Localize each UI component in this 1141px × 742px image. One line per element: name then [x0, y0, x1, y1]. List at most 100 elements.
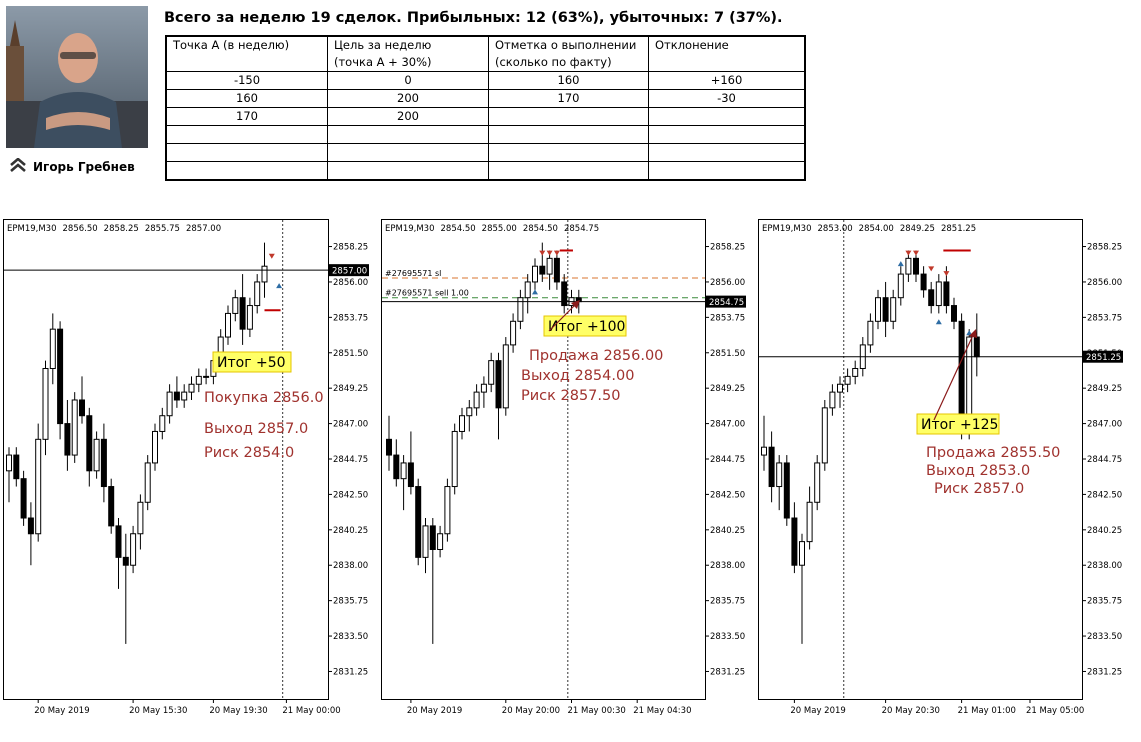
- y-tick-label: 2842.50: [333, 490, 368, 500]
- candle: [852, 360, 859, 385]
- candle: [890, 289, 897, 330]
- y-tick-label: 2844.75: [1087, 455, 1122, 465]
- candle-body: [480, 383, 487, 393]
- y-tick-label: 2838.00: [710, 561, 745, 571]
- candle-body: [42, 368, 49, 440]
- candle-body: [144, 462, 151, 503]
- table-cell: +160: [648, 71, 806, 90]
- candle-body: [829, 391, 836, 409]
- x-tick-label: 20 May 20:00: [502, 706, 560, 716]
- candle-body: [429, 525, 436, 550]
- candle-body: [951, 305, 957, 322]
- chart-symbol: EPM19,M30: [385, 224, 435, 234]
- candle: [415, 478, 422, 566]
- plan-table: Точка А (в неделю) Цель за неделю (точка А…: [165, 35, 806, 181]
- candle: [951, 297, 957, 330]
- sell-signal-arrow-icon: [546, 250, 553, 256]
- candle: [814, 455, 821, 511]
- y-tick-label: 2833.50: [710, 632, 745, 642]
- candle-body: [422, 525, 429, 558]
- table-cell: 170: [488, 89, 649, 108]
- candle-body: [532, 265, 538, 283]
- chart-header-price: 2856.50: [63, 224, 98, 234]
- candle-body: [761, 446, 767, 456]
- chart-header-price: 2855.00: [482, 224, 517, 234]
- result-label: Итог +125: [921, 417, 998, 433]
- candle: [473, 384, 480, 416]
- candle-body: [561, 281, 568, 307]
- candle: [488, 352, 495, 393]
- candle: [799, 533, 805, 644]
- trade-note: Риск 2857.0: [934, 481, 1024, 497]
- candle: [93, 431, 100, 479]
- candle-body: [539, 265, 546, 275]
- table-row: -150 0 160 +160: [165, 71, 806, 90]
- candle-body: [768, 446, 775, 488]
- candle: [553, 250, 560, 290]
- author-avatar: [6, 6, 148, 148]
- chart-header: EPM19,M30 2853.00 2854.00 2849.25 2851.25: [762, 224, 976, 234]
- chart-header-price: 2854.50: [441, 224, 476, 234]
- trade-note: Риск 2854.0: [204, 445, 294, 461]
- candle: [422, 518, 429, 574]
- candle-body: [791, 517, 798, 566]
- result-label: Итог +50: [217, 355, 286, 371]
- candle-body: [188, 383, 195, 393]
- candle: [882, 281, 889, 338]
- chart-panel-3: EPM19,M30 2853.00 2854.00 2849.25 2851.25 285…: [758, 219, 1123, 716]
- candle: [510, 313, 517, 353]
- candle: [42, 360, 49, 456]
- table-header-text: (сколько по факту): [495, 55, 612, 69]
- candle-body: [100, 438, 107, 488]
- table-header-text: Отклонение: [655, 38, 729, 52]
- candle-body: [27, 517, 34, 535]
- candle-body: [239, 297, 246, 330]
- y-tick-label: 2838.00: [333, 561, 368, 571]
- candle: [806, 486, 813, 550]
- chart-header-price: 2853.00: [818, 224, 853, 234]
- candle-body: [495, 360, 502, 409]
- candle: [195, 368, 202, 393]
- x-tick-label: 20 May 2019: [790, 706, 845, 716]
- order-line-label: #27695571 sl: [385, 269, 441, 278]
- y-tick-label: 2858.25: [1087, 243, 1122, 253]
- candle: [49, 313, 56, 385]
- y-tick-label: 2831.25: [710, 667, 745, 677]
- candle: [393, 439, 400, 487]
- candle-body: [783, 462, 790, 519]
- candle: [71, 392, 78, 463]
- candle-body: [35, 438, 42, 535]
- author: Игорь Гребнев: [10, 157, 135, 175]
- candle: [79, 376, 85, 424]
- last-price-label: 2857.00: [332, 267, 367, 277]
- page-title: Всего за неделю 19 сделок. Прибыльных: 1…: [164, 10, 783, 26]
- candle-body: [400, 462, 407, 480]
- chart-symbol: EPM19,M30: [762, 224, 812, 234]
- table-cell: [488, 125, 649, 144]
- table-cell: [327, 161, 489, 181]
- candle-body: [93, 438, 100, 472]
- trade-note: Покупка 2856.0: [204, 390, 324, 406]
- y-tick-label: 2856.00: [1087, 278, 1122, 288]
- y-tick-label: 2835.75: [710, 597, 745, 607]
- candle-body: [553, 257, 560, 283]
- candle-body: [852, 368, 859, 377]
- candle-body: [122, 556, 129, 566]
- candle-body: [203, 375, 210, 378]
- table-row: 160 200 170 -30: [165, 89, 806, 108]
- table-header-cell: Отклонение: [648, 35, 806, 72]
- candle: [137, 494, 144, 550]
- x-tick-label: 20 May 19:30: [209, 706, 267, 716]
- candle: [905, 250, 912, 282]
- candle-body: [232, 297, 239, 314]
- table-cell: -30: [648, 89, 806, 108]
- chart-header: EPM19,M30 2856.50 2858.25 2855.75 2857.00: [7, 224, 221, 234]
- candle-body: [882, 297, 889, 322]
- y-tick-label: 2847.00: [333, 420, 368, 430]
- candle: [776, 455, 783, 511]
- result-label: Итог +100: [548, 319, 625, 335]
- chart-header-price: 2854.75: [564, 224, 599, 234]
- annotation-arrow-line: [933, 332, 975, 421]
- candle: [524, 274, 531, 314]
- chart-header: EPM19,M30 2854.50 2855.00 2854.50 2854.75: [385, 224, 599, 234]
